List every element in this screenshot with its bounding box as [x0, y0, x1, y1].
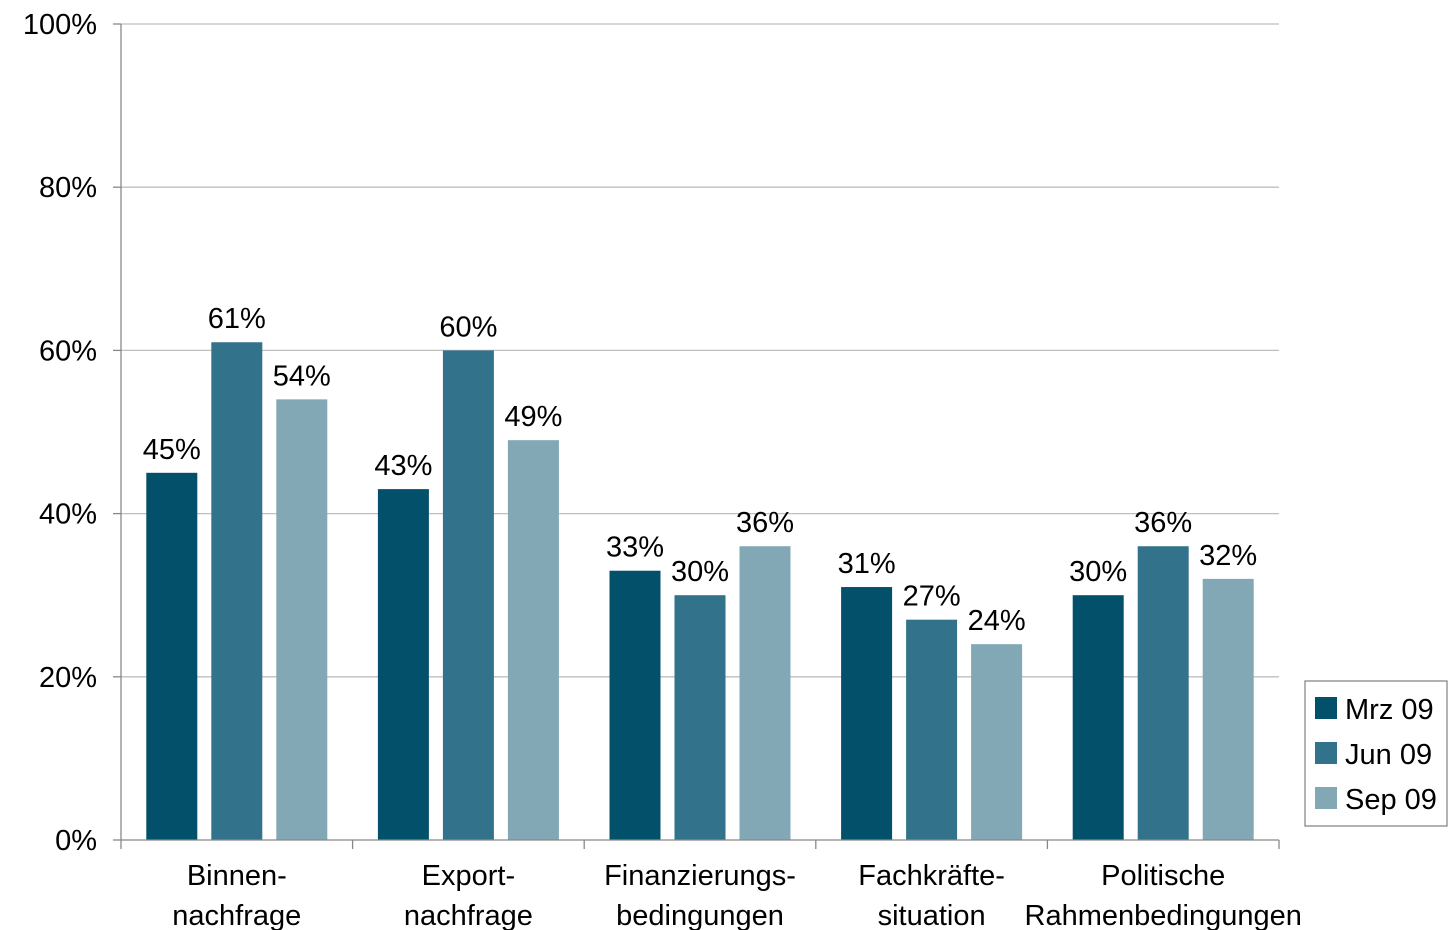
- x-category-label: Fachkräfte-: [858, 860, 1005, 892]
- x-category-label: situation: [878, 900, 986, 930]
- data-label: 32%: [1199, 540, 1257, 572]
- bar: [377, 489, 429, 840]
- data-label: 36%: [736, 507, 794, 539]
- legend-swatch: [1315, 742, 1337, 764]
- x-category-label: bedingungen: [616, 900, 784, 930]
- x-axis: Binnen-nachfrage Export-nachfrage Finanzie…: [120, 839, 1302, 930]
- bar: [442, 350, 494, 840]
- bar: [674, 595, 726, 840]
- y-tick-label: 100%: [23, 9, 97, 41]
- y-axis: 0% 20% 40% 60% 80% 100%: [23, 9, 122, 857]
- legend-swatch: [1315, 697, 1337, 719]
- bar: [841, 587, 893, 840]
- x-category-label: nachfrage: [404, 900, 533, 930]
- bar: [146, 472, 198, 840]
- bar: [507, 440, 559, 840]
- data-label: 43%: [374, 450, 432, 482]
- x-category-label: Finanzierungs-: [604, 860, 796, 892]
- y-tick-label: 40%: [39, 499, 97, 531]
- legend-label: Sep 09: [1345, 784, 1437, 816]
- data-label: 45%: [143, 434, 201, 466]
- bar: [1137, 546, 1189, 840]
- x-category-label: Export-: [422, 860, 515, 892]
- data-label: 24%: [968, 605, 1026, 637]
- legend-label: Jun 09: [1345, 739, 1432, 771]
- data-label: 33%: [606, 532, 664, 564]
- bar: [609, 570, 661, 840]
- bar: [1072, 595, 1124, 840]
- legend-label: Mrz 09: [1345, 694, 1434, 726]
- data-label: 30%: [671, 556, 729, 588]
- bar: [276, 399, 328, 840]
- y-tick-label: 0%: [55, 825, 97, 857]
- y-tick-label: 20%: [39, 662, 97, 694]
- data-labels: 45%61%54%43%60%49%33%30%36%31%27%24%30%3…: [143, 303, 1257, 637]
- data-label: 27%: [903, 581, 961, 613]
- bars: [146, 342, 1254, 840]
- data-label: 49%: [504, 401, 562, 433]
- x-category-label: Rahmenbedingungen: [1025, 900, 1302, 930]
- data-label: 30%: [1069, 556, 1127, 588]
- data-label: 54%: [273, 360, 331, 392]
- bar: [211, 342, 263, 840]
- bar: [906, 619, 958, 840]
- x-category-label: Binnen-: [187, 860, 287, 892]
- x-category-label: Politische: [1101, 860, 1225, 892]
- data-label: 60%: [439, 311, 497, 343]
- y-tick-label: 80%: [39, 172, 97, 204]
- data-label: 61%: [208, 303, 266, 335]
- bar: [971, 644, 1023, 840]
- legend-swatch: [1315, 787, 1337, 809]
- y-tick-label: 60%: [39, 335, 97, 367]
- data-label: 36%: [1134, 507, 1192, 539]
- bar: [1202, 578, 1254, 840]
- legend: Mrz 09 Jun 09 Sep 09: [1304, 680, 1448, 827]
- x-category-label: nachfrage: [172, 900, 301, 930]
- bar: [739, 546, 791, 840]
- data-label: 31%: [838, 548, 896, 580]
